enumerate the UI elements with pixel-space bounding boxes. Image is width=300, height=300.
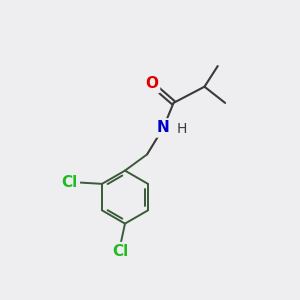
Text: Cl: Cl <box>61 175 78 190</box>
Text: N: N <box>157 120 169 135</box>
Text: H: H <box>176 122 187 136</box>
Text: Cl: Cl <box>112 244 129 259</box>
Text: O: O <box>145 76 158 91</box>
